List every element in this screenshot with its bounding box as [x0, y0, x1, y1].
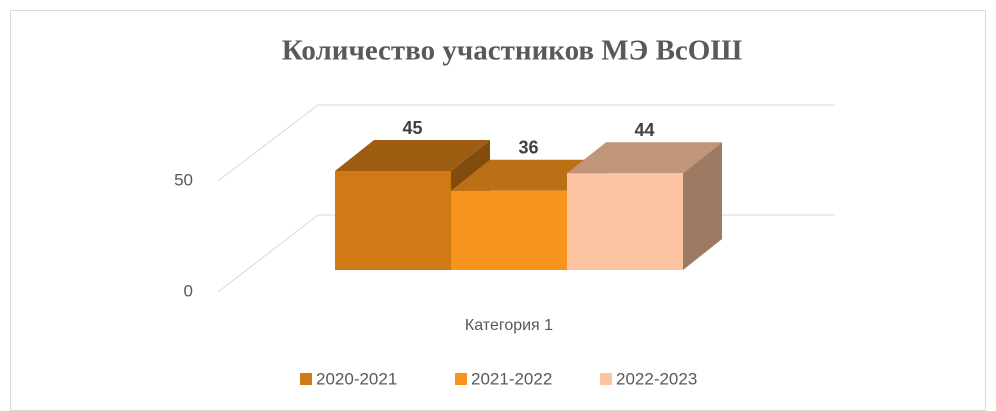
bar — [567, 173, 683, 270]
y-tick-label: 50 — [174, 170, 193, 189]
bar — [335, 171, 451, 270]
y-tick-label: 0 — [184, 281, 193, 300]
x-tick-label: Категория 1 — [465, 317, 553, 334]
legend-label: 2022-2023 — [616, 369, 697, 388]
legend-swatch — [455, 373, 467, 385]
value-label: 36 — [518, 138, 538, 158]
legend-swatch — [300, 373, 312, 385]
bar-top — [335, 140, 490, 171]
legend-label: 2021-2022 — [471, 369, 552, 388]
chart-title: Количество участников МЭ ВсОШ — [282, 35, 743, 67]
legend-swatch — [600, 373, 612, 385]
grid-line — [217, 104, 835, 182]
value-label: 45 — [402, 118, 422, 138]
legend-label: 2020-2021 — [316, 369, 397, 388]
value-label: 44 — [634, 120, 654, 140]
bar — [451, 190, 567, 270]
bar-side — [683, 142, 722, 270]
bar-top — [567, 142, 722, 174]
